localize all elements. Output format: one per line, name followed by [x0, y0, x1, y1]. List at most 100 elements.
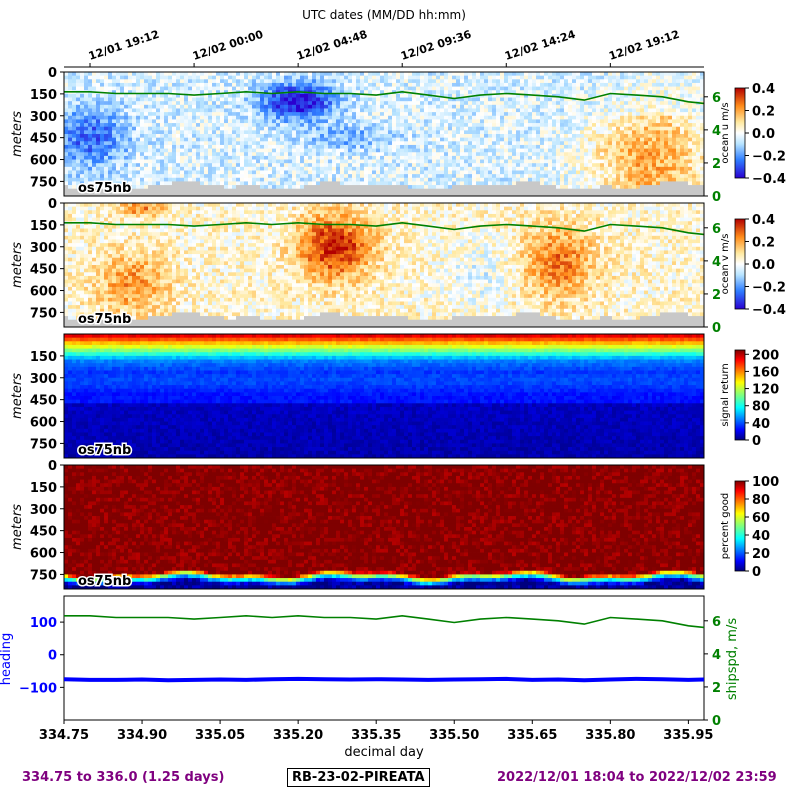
heatmap-cell — [388, 72, 393, 77]
heatmap-cell — [380, 177, 385, 182]
heatmap-cell — [348, 93, 353, 98]
heatmap-cell — [468, 174, 473, 179]
heatmap-cell — [616, 126, 621, 131]
heatmap-cell — [644, 163, 649, 168]
heatmap-cell — [392, 130, 397, 135]
heatmap-cell — [104, 144, 109, 149]
heatmap-cell — [504, 104, 509, 109]
heatmap-cell — [168, 188, 173, 193]
heatmap-cell — [328, 137, 333, 142]
heatmap-cell — [244, 188, 249, 193]
heatmap-cell — [576, 174, 581, 179]
heatmap-cell — [592, 155, 597, 160]
heatmap-cell — [552, 181, 557, 186]
heatmap-cell — [568, 86, 573, 91]
heatmap-cell — [316, 141, 321, 146]
heatmap-cell — [360, 101, 365, 106]
heatmap-cell — [144, 101, 149, 106]
heatmap-cell — [604, 141, 609, 146]
heatmap-cell — [588, 166, 593, 171]
heatmap-cell — [220, 112, 225, 117]
heatmap-cell — [452, 82, 457, 87]
heatmap-cell — [460, 108, 465, 113]
heatmap-cell — [488, 93, 493, 98]
heatmap-cell — [540, 177, 545, 182]
heatmap-cell — [284, 177, 289, 182]
heatmap-cell — [324, 177, 329, 182]
heatmap-cell — [256, 181, 261, 186]
heatmap-cell — [564, 72, 569, 77]
heatmap-cell — [428, 134, 433, 139]
heatmap-cell — [204, 93, 209, 98]
heatmap-cell — [516, 159, 521, 164]
heatmap-cell — [192, 144, 197, 149]
heatmap-cell — [336, 177, 341, 182]
heatmap-cell — [380, 163, 385, 168]
heatmap-cell — [208, 115, 213, 120]
heatmap-cell — [144, 188, 149, 193]
heatmap-cell — [544, 188, 549, 193]
heatmap-cell — [220, 108, 225, 113]
heatmap-cell — [236, 159, 241, 164]
heatmap-cell — [160, 126, 165, 131]
heatmap-cell — [376, 101, 381, 106]
heatmap-cell — [640, 185, 645, 190]
heatmap-cell — [580, 137, 585, 142]
heatmap-cell — [416, 130, 421, 135]
heatmap-cell — [140, 144, 145, 149]
heatmap-cell — [516, 148, 521, 153]
heatmap-cell — [492, 90, 497, 95]
heatmap-cell — [416, 144, 421, 149]
heatmap-cell — [524, 137, 529, 142]
heatmap-cell — [180, 90, 185, 95]
heatmap-cell — [260, 185, 265, 190]
heatmap-cell — [432, 82, 437, 87]
heatmap-cell — [308, 137, 313, 142]
heatmap-cell — [320, 97, 325, 102]
heatmap-cell — [640, 134, 645, 139]
heatmap-cell — [348, 123, 353, 128]
heatmap-cell — [604, 192, 609, 197]
heatmap-cell — [360, 123, 365, 128]
heatmap-cell — [468, 152, 473, 157]
heatmap-cell — [528, 97, 533, 102]
heatmap-cell — [304, 141, 309, 146]
heatmap-cell — [536, 119, 541, 124]
heatmap-cell — [320, 159, 325, 164]
heatmap-cell — [544, 79, 549, 84]
heatmap-cell — [220, 101, 225, 106]
heatmap-cell — [188, 90, 193, 95]
heatmap-cell — [196, 152, 201, 157]
heatmap-cell — [188, 130, 193, 135]
heatmap-cell — [576, 159, 581, 164]
heatmap-cell — [116, 166, 121, 171]
heatmap-cell — [372, 155, 377, 160]
heatmap-cell — [524, 104, 529, 109]
heatmap-cell — [140, 174, 145, 179]
heatmap-cell — [248, 185, 253, 190]
heatmap-cell — [84, 163, 89, 168]
heatmap-cell — [636, 148, 641, 153]
heatmap-cell — [136, 170, 141, 175]
heatmap-cell — [232, 115, 237, 120]
heatmap-cell — [228, 101, 233, 106]
heatmap-cell — [356, 119, 361, 124]
heatmap-cell — [132, 101, 137, 106]
heatmap-cell — [104, 126, 109, 131]
heatmap-cell — [132, 134, 137, 139]
heatmap-cell — [292, 86, 297, 91]
heatmap-cell — [504, 119, 509, 124]
heatmap-cell — [512, 185, 517, 190]
heatmap-cell — [96, 93, 101, 98]
heatmap-cell — [236, 192, 241, 197]
heatmap-cell — [140, 163, 145, 168]
heatmap-cell — [524, 86, 529, 91]
heatmap-cell — [544, 97, 549, 102]
heatmap-cell — [336, 86, 341, 91]
heatmap-cell — [548, 144, 553, 149]
heatmap-cell — [572, 192, 577, 197]
heatmap-cell — [532, 137, 537, 142]
heatmap-cell — [496, 177, 501, 182]
heatmap-cell — [212, 170, 217, 175]
heatmap-cell — [212, 130, 217, 135]
